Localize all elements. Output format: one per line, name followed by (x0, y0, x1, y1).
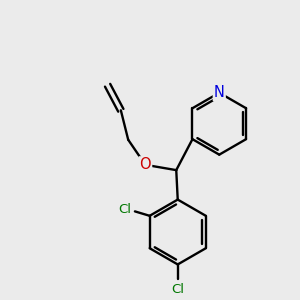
Text: Cl: Cl (171, 283, 184, 296)
Text: N: N (214, 85, 225, 100)
Text: Cl: Cl (118, 203, 131, 216)
Text: O: O (140, 157, 151, 172)
